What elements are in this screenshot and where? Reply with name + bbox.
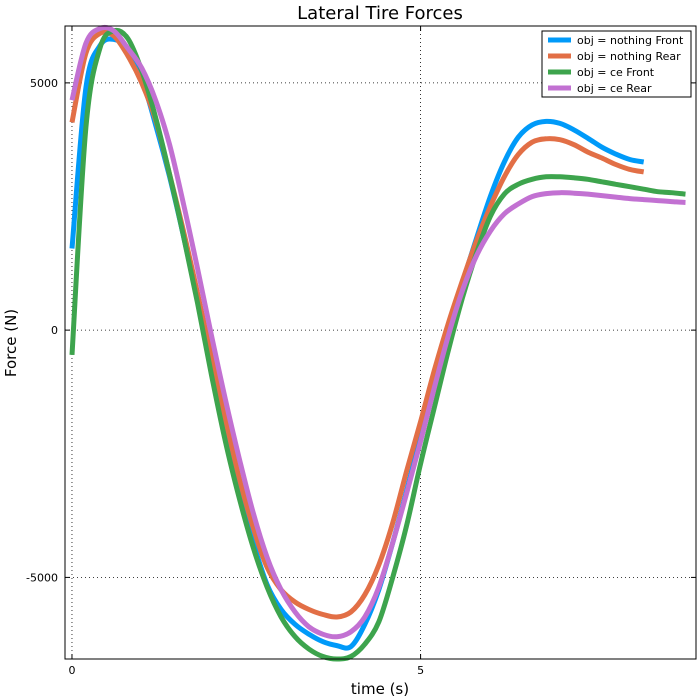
legend-label: obj = ce Rear [577, 82, 652, 95]
legend-label: obj = nothing Rear [577, 50, 681, 63]
y-tick-label: 5000 [30, 77, 58, 90]
y-tick-label: 0 [51, 324, 58, 337]
series-line-3 [69, 27, 686, 662]
x-tick-label: 0 [68, 664, 75, 677]
legend: obj = nothing Front obj = nothing Rear obj… [541, 30, 692, 98]
y-axis-label: Force (N) [2, 309, 20, 377]
x-axis-label: time (s) [351, 680, 409, 698]
plot-series [69, 24, 686, 662]
legend-label: obj = nothing Front [577, 34, 684, 47]
series-line-4 [69, 24, 686, 640]
y-tick-label: -5000 [26, 571, 58, 584]
x-tick-label: 5 [417, 664, 424, 677]
axis-ticks: 0 5 -5000 0 5000 [26, 26, 696, 677]
legend-label: obj = ce Front [577, 66, 655, 79]
chart-title: Lateral Tire Forces [297, 3, 463, 24]
plot-frame [64, 25, 697, 660]
